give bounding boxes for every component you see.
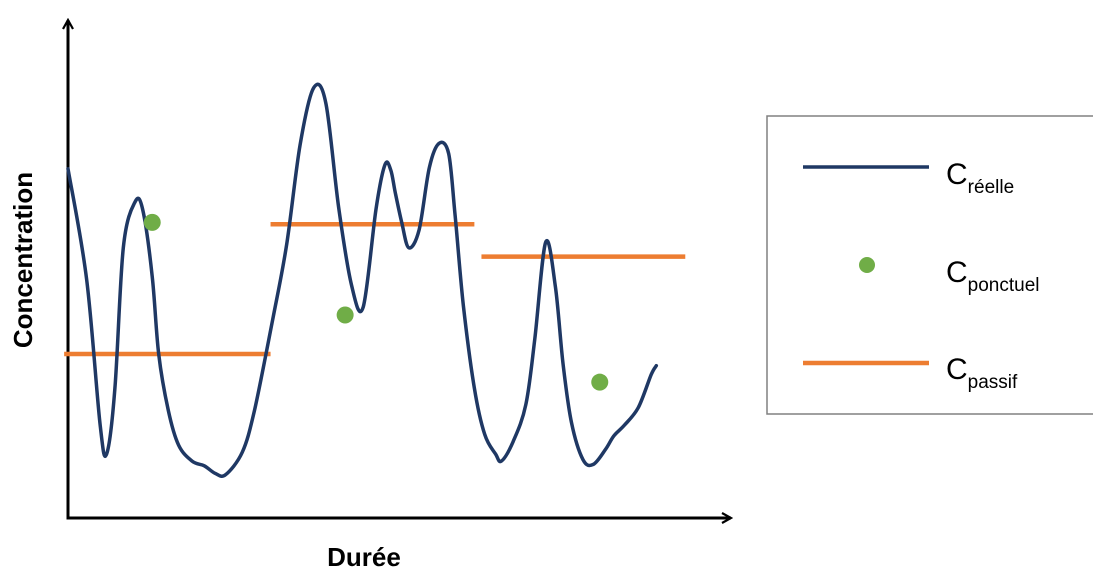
point-sample-1 — [143, 213, 161, 231]
real-concentration-line — [66, 82, 659, 479]
legend-item-passif: Cpassif — [803, 353, 1018, 393]
legend-item-ponctuel: Cponctuel — [859, 256, 1040, 296]
legend-label-ponctuel: Cponctuel — [946, 256, 1040, 296]
legend-label-reelle: Créelle — [946, 158, 1014, 198]
legend: Créelle Cponctuel Cpassif — [766, 115, 1093, 415]
point-sample-3 — [591, 373, 609, 391]
legend-item-reelle: Créelle — [803, 158, 1014, 198]
point-sample-2 — [336, 306, 354, 324]
legend-box — [766, 115, 1093, 415]
legend-label-passif: Cpassif — [946, 353, 1018, 393]
legend-marker-ponctuel — [859, 257, 875, 273]
x-axis-title: Durée — [327, 542, 401, 572]
real-concentration-series — [66, 82, 659, 479]
y-axis-title: Concentration — [8, 172, 38, 348]
point-samples — [143, 213, 609, 391]
